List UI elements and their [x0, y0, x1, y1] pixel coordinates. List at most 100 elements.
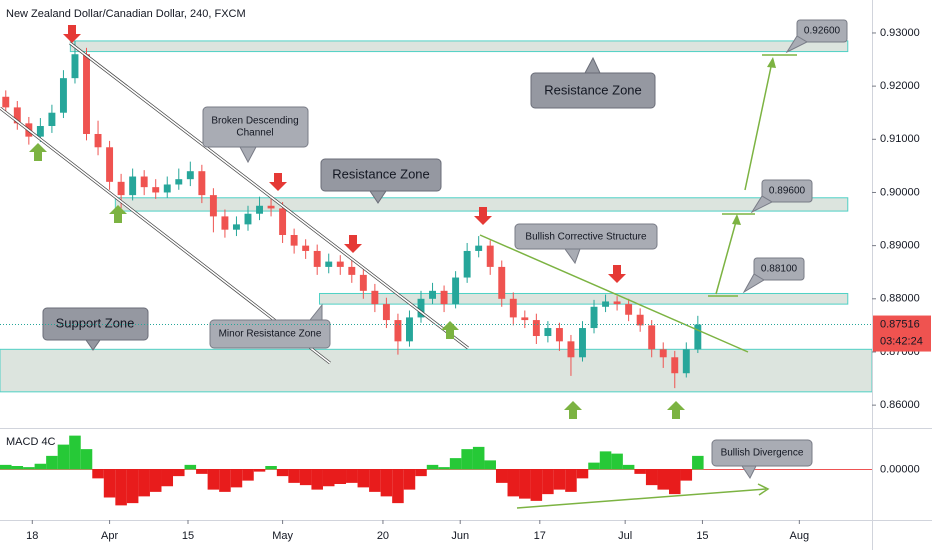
callout-text: 0.89600: [769, 186, 806, 197]
macd-bar: [507, 469, 520, 497]
y-tick-label: 0.91000: [880, 133, 920, 145]
x-tick-label: 18: [26, 530, 38, 542]
candle-body: [440, 290, 448, 305]
candle-body: [336, 261, 344, 267]
candle-body: [694, 324, 702, 350]
candle-body: [244, 213, 252, 225]
macd-bar: [242, 469, 254, 481]
candle-body: [163, 184, 171, 193]
macd-bar: [92, 469, 104, 479]
callout-tail: [785, 35, 809, 54]
candle-body: [613, 301, 621, 305]
callout-box: [209, 319, 331, 349]
macd-bar: [657, 469, 669, 490]
macd-tick-label: 0.00000: [880, 463, 920, 475]
down-arrow: [63, 25, 81, 43]
x-tick-label: 17: [534, 530, 546, 542]
target-arrow: [744, 61, 773, 191]
macd-bar: [357, 469, 370, 488]
x-tick-label: Jul: [618, 530, 632, 542]
candle-body: [175, 179, 183, 185]
macd-bar: [253, 469, 266, 472]
candle-body: [636, 314, 644, 326]
candle-body: [555, 328, 563, 342]
candle-body: [117, 181, 125, 196]
candle-body: [152, 187, 160, 193]
last-price-label: 0.87516: [880, 318, 920, 330]
candle-body: [371, 290, 379, 305]
candle-body: [498, 266, 506, 299]
callout-text: 0.88100: [761, 264, 798, 275]
candle-body: [544, 328, 552, 337]
callout-tail: [750, 195, 774, 214]
candle-body: [94, 133, 102, 148]
callouts: Resistance Zone Resistance Zone Bullish …: [42, 19, 848, 479]
candle-body: [475, 245, 483, 251]
up-arrow: [109, 205, 127, 223]
macd-bar: [57, 444, 70, 470]
candle-body: [48, 112, 56, 127]
macd-bar: [461, 449, 473, 470]
macd-bar: [576, 469, 589, 479]
candle-body: [682, 349, 690, 374]
macd-bar: [299, 469, 312, 486]
up-arrow: [564, 401, 582, 419]
candle-body: [267, 205, 275, 209]
candle-body: [625, 304, 633, 315]
macd-bar: [553, 469, 566, 490]
candle-body: [659, 349, 667, 358]
callout-tail: [741, 465, 757, 479]
y-tick-label: 0.92000: [880, 80, 920, 92]
macd-bar: [634, 469, 646, 474]
macd-title: MACD 4C: [6, 436, 56, 448]
callout-box: [753, 257, 805, 281]
candle-body: [567, 341, 575, 358]
candle-body: [532, 320, 540, 337]
candle-body: [232, 224, 240, 230]
macd-bar: [11, 466, 24, 470]
candle-body: [209, 195, 217, 217]
macd-bar: [622, 464, 635, 470]
candle-body: [509, 298, 517, 318]
candle-body: [394, 320, 402, 342]
candle-body: [521, 317, 529, 321]
channel-line: [69, 42, 469, 349]
macd-bar: [680, 469, 693, 481]
y-tick-label: 0.86000: [880, 399, 920, 411]
arrow-head: [757, 483, 770, 496]
callout-tail: [239, 146, 257, 164]
macd-bar: [645, 469, 658, 486]
candle-body: [417, 298, 425, 318]
macd-bar: [161, 469, 174, 487]
macd-bar: [519, 469, 531, 499]
up-arrow: [667, 401, 685, 419]
x-tick-label: May: [272, 530, 293, 542]
callout-text: Broken Descending: [211, 116, 298, 127]
macd-bar: [392, 469, 404, 504]
macd-bar: [588, 462, 600, 470]
macd-bar: [403, 469, 416, 490]
macd-bar: [311, 469, 323, 490]
x-tick-label: 20: [377, 530, 389, 542]
divergence-line: [516, 488, 767, 509]
y-tick-label: 0.89000: [880, 240, 920, 252]
callout-text: Bullish Divergence: [721, 448, 804, 459]
macd-bar: [173, 469, 185, 477]
down-arrow: [474, 207, 492, 225]
arrow-head: [767, 57, 776, 68]
candle-body: [359, 274, 367, 291]
macd-bar: [230, 469, 243, 488]
macd-bar: [530, 469, 543, 501]
callout-text: Support Zone: [56, 315, 135, 330]
candle-body: [83, 54, 90, 134]
macd-bar: [219, 469, 231, 492]
up-arrow: [441, 321, 459, 339]
down-arrow: [344, 235, 362, 253]
candle-body: [129, 176, 137, 196]
candle-body: [406, 317, 413, 342]
macd-bar: [334, 469, 347, 484]
candle-body: [2, 96, 10, 108]
macd-bar: [611, 453, 623, 470]
macd-bar: [34, 463, 47, 470]
